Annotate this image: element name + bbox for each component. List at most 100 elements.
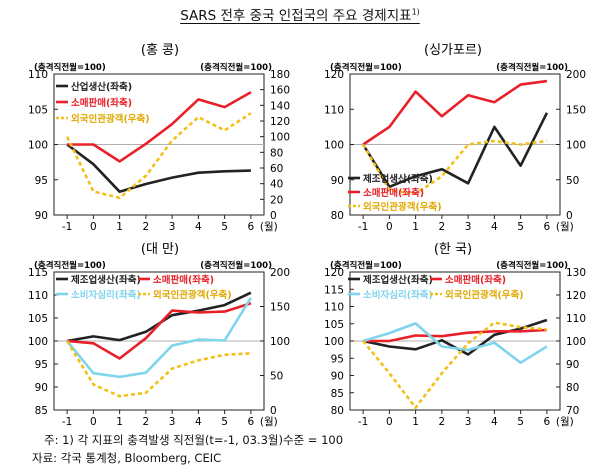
kr-right-tick-label: 70 <box>566 405 579 417</box>
sg-x-tick-label: 6 <box>544 221 551 233</box>
sg-x-tick-label: -1 <box>358 221 368 233</box>
kr-x-tick-label: 5 <box>517 416 524 428</box>
kr-legend-label: 제조업생산(좌축) <box>363 274 433 286</box>
hk-left-tick-label: 110 <box>28 69 48 81</box>
main-title-note: 1) <box>411 7 420 17</box>
kr-series-line-2 <box>362 322 548 365</box>
sg-x-tick-label: 4 <box>491 221 498 233</box>
hk-right-tick-label: 180 <box>270 69 290 81</box>
hk-series-line-0 <box>66 143 251 193</box>
hk-panel-title: (홍 콩) <box>141 43 179 58</box>
tw-x-tick-label: 6 <box>248 416 255 428</box>
kr-x-tick-label: 4 <box>491 416 498 428</box>
hk-right-tick-label: 0 <box>270 210 277 222</box>
hk-x-unit: (월) <box>260 221 278 233</box>
tw-x-tick-label: 1 <box>116 416 123 428</box>
sg-right-tick-label: 50 <box>566 175 579 187</box>
hk-right-tick-label: 160 <box>270 85 290 97</box>
hk-right-tick-label: 20 <box>270 194 283 206</box>
hk-right-tick-label: 40 <box>270 179 283 191</box>
kr-right-tick-label: 100 <box>566 336 586 348</box>
kr-x-tick-label: 2 <box>439 416 446 428</box>
main-title-text: SARS 전후 중국 인접국의 주요 경제지표 <box>180 8 412 24</box>
kr-right-tick-label: 80 <box>566 382 579 394</box>
kr-x-unit: (월) <box>556 416 574 428</box>
sg-left-tick-label: 120 <box>324 69 344 81</box>
kr-series-line-3 <box>362 321 548 410</box>
hk-left-tick-label: 95 <box>35 175 48 187</box>
hk-x-tick-label: 1 <box>116 221 123 233</box>
tw-x-tick-label: 2 <box>143 416 150 428</box>
sg-left-tick-label: 80 <box>331 210 344 222</box>
hk-x-tick-label: 5 <box>221 221 228 233</box>
sg-legend-label: 소매판매(좌축) <box>363 187 424 199</box>
tw-panel-title: (대 만) <box>141 242 179 257</box>
kr-left-tick-label: 115 <box>324 284 344 296</box>
sg-x-tick-label: 0 <box>386 221 393 233</box>
tw-x-tick-label: 5 <box>221 416 228 428</box>
hk-legend-label: 외국인관광객(우축) <box>71 113 150 125</box>
tw-left-tick-label: 115 <box>28 267 48 279</box>
source-note: 자료: 각국 통계청, Bloomberg, CEIC <box>32 451 222 465</box>
kr-x-tick-label: -1 <box>358 416 368 428</box>
sg-left-axis-title: (충격직전월=100) <box>330 62 402 73</box>
hk-legend-label: 산업생산(좌축) <box>71 81 132 93</box>
tw-x-tick-label: -1 <box>62 416 72 428</box>
tw-series-line-1 <box>66 302 252 360</box>
kr-left-tick-label: 105 <box>324 319 344 331</box>
tw-x-tick-label: 0 <box>90 416 97 428</box>
kr-x-tick-label: 0 <box>386 416 393 428</box>
sg-x-tick-label: 3 <box>465 221 472 233</box>
tw-legend-label: 외국인관광객(우축) <box>153 289 232 301</box>
footnote: 주: 1) 각 지표의 충격발생 직전월(t=-1, 03.3월)수준 = 10… <box>44 433 344 447</box>
tw-left-tick-label: 100 <box>28 336 48 348</box>
kr-left-tick-label: 100 <box>324 336 344 348</box>
kr-x-tick-label: 3 <box>465 416 472 428</box>
tw-left-tick-label: 110 <box>28 290 48 302</box>
hk-x-tick-label: 4 <box>195 221 202 233</box>
kr-right-tick-label: 90 <box>566 359 579 371</box>
tw-legend-label: 소매판매(좌축) <box>153 274 214 286</box>
hk-left-tick-label: 105 <box>28 104 48 116</box>
tw-legend-label: 소비자심리(좌축) <box>71 289 141 301</box>
tw-left-tick-label: 95 <box>35 359 48 371</box>
hk-left-axis-title: (충격직전월=100) <box>34 62 106 73</box>
sg-left-tick-label: 110 <box>324 104 344 116</box>
tw-left-tick-label: 105 <box>28 313 48 325</box>
sg-panel-title: (싱가포르) <box>424 43 482 58</box>
tw-left-tick-label: 85 <box>35 405 48 417</box>
sg-x-tick-label: 2 <box>439 221 446 233</box>
sg-left-tick-label: 100 <box>324 140 344 152</box>
kr-left-tick-label: 90 <box>331 371 344 383</box>
hk-legend-label: 소매판매(좌축) <box>71 97 132 109</box>
tw-right-tick-label: 200 <box>270 267 290 279</box>
hk-right-tick-label: 80 <box>270 147 283 159</box>
sg-legend-label: 제조업생산(좌축) <box>363 173 433 185</box>
sg-x-unit: (월) <box>556 221 574 233</box>
kr-right-tick-label: 130 <box>566 267 586 279</box>
kr-left-tick-label: 95 <box>331 353 344 365</box>
sg-series-line-1 <box>362 79 548 146</box>
hk-x-tick-label: 6 <box>248 221 255 233</box>
tw-right-tick-label: 100 <box>270 336 290 348</box>
tw-series-line-3 <box>65 340 251 398</box>
hk-right-tick-label: 120 <box>270 116 290 128</box>
kr-legend-label: 소매판매(좌축) <box>445 274 506 286</box>
hk-x-tick-label: 0 <box>90 221 97 233</box>
tw-left-axis-title: (충격직전월=100) <box>34 260 106 271</box>
hk-right-axis-title: (충격직전월=100) <box>200 62 272 73</box>
tw-series-line-2 <box>66 297 253 379</box>
hk-x-tick-label: 2 <box>143 221 150 233</box>
hk-right-tick-label: 100 <box>270 132 290 144</box>
kr-panel-title: (한 국) <box>434 242 472 257</box>
hk-right-tick-label: 60 <box>270 163 283 175</box>
hk-left-tick-label: 100 <box>28 140 48 152</box>
sg-right-tick-label: 150 <box>566 104 586 116</box>
tw-right-axis-title: (충격직전월=100) <box>200 260 272 271</box>
kr-x-tick-label: 1 <box>412 416 419 428</box>
tw-x-unit: (월) <box>260 416 278 428</box>
kr-left-tick-label: 110 <box>324 302 344 314</box>
hk-x-tick-label: 3 <box>169 221 176 233</box>
sg-x-tick-label: 5 <box>517 221 524 233</box>
